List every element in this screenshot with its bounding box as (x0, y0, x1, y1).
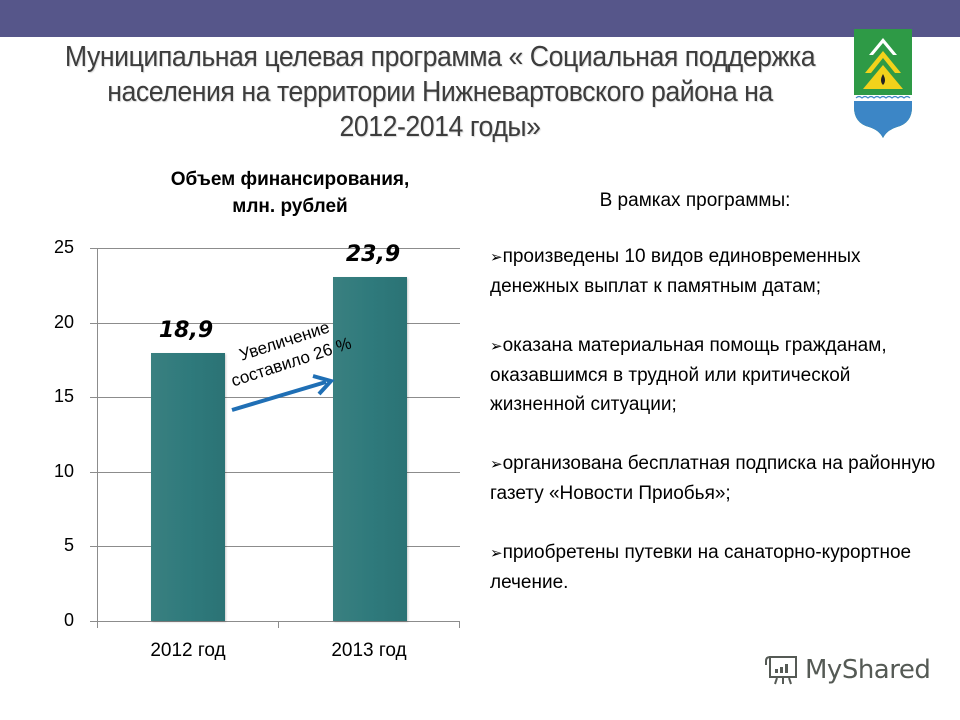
bullet-text: оказана материальная помощь гражданам, о… (490, 335, 887, 415)
coat-of-arms-icon (854, 29, 912, 138)
arrow-bullet-icon: ➢ (490, 249, 503, 266)
x-tick-mark (459, 621, 460, 628)
chart-title-line-1: Объем финансирования, (170, 169, 410, 190)
summary-bullet: ➢организована бесплатная подписка на рай… (490, 449, 950, 508)
funding-bar-chart: Объем финансирования, млн. рублей 25 20 … (53, 169, 460, 661)
arrow-bullet-icon: ➢ (490, 338, 503, 355)
gridline-5 (90, 546, 460, 547)
arrow-bullet-icon: ➢ (490, 456, 503, 473)
title-line-2: населения на территории Нижневартовского… (107, 76, 773, 108)
summary-heading-text: В рамках программы: (599, 190, 791, 211)
program-summary: В рамках программы: ➢произведены 10 видо… (490, 186, 950, 597)
x-category-label: 2013 год (331, 640, 407, 661)
bar-2013 (333, 277, 407, 621)
title-line-1: Муниципальная целевая программа « Социал… (64, 41, 816, 73)
x-category-label: 2012 год (150, 640, 226, 661)
myshared-watermark: MyShared (765, 653, 931, 687)
bar-value-label-2012: 18,9 (158, 318, 214, 343)
summary-bullet: ➢оказана материальная помощь гражданам, … (490, 331, 950, 419)
bar-value-label-2013: 23,9 (345, 242, 401, 267)
slide-title: Муниципальная целевая программа « Социал… (35, 40, 845, 145)
presentation-board-icon (765, 656, 797, 685)
summary-bullet: ➢приобретены путевки на санаторно-курорт… (490, 538, 950, 597)
gridline-10 (90, 472, 460, 473)
y-tick-label: 25 (53, 237, 74, 257)
chart-title: Объем финансирования, млн. рублей (90, 166, 490, 220)
x-tick-mark (278, 621, 279, 628)
x-axis-line (90, 621, 460, 622)
summary-bullet: ➢произведены 10 видов единовременных ден… (490, 242, 950, 301)
title-line-3: 2012-2014 годы» (339, 111, 541, 143)
bullet-text: произведены 10 видов единовременных дене… (490, 246, 861, 297)
bullet-text: организована бесплатная подписка на райо… (490, 453, 936, 504)
y-axis-line (97, 248, 98, 628)
gridline-20 (90, 323, 460, 324)
y-tick-label: 5 (63, 535, 74, 555)
y-tick-label: 20 (53, 312, 74, 332)
chart-title-line-2: млн. рублей (232, 196, 348, 217)
summary-heading: В рамках программы: (490, 186, 850, 215)
y-tick-label: 10 (53, 461, 74, 481)
watermark-text: MyShared (805, 655, 931, 685)
y-tick-label: 15 (53, 386, 74, 406)
y-tick-label: 0 (63, 610, 74, 630)
gridline-25 (90, 248, 460, 249)
bar-2012 (151, 353, 225, 621)
increase-arrow-icon (231, 374, 335, 412)
arrow-bullet-icon: ➢ (490, 545, 503, 562)
header-bar (0, 0, 960, 37)
bullet-text: приобретены путевки на санаторно-курортн… (490, 542, 912, 593)
